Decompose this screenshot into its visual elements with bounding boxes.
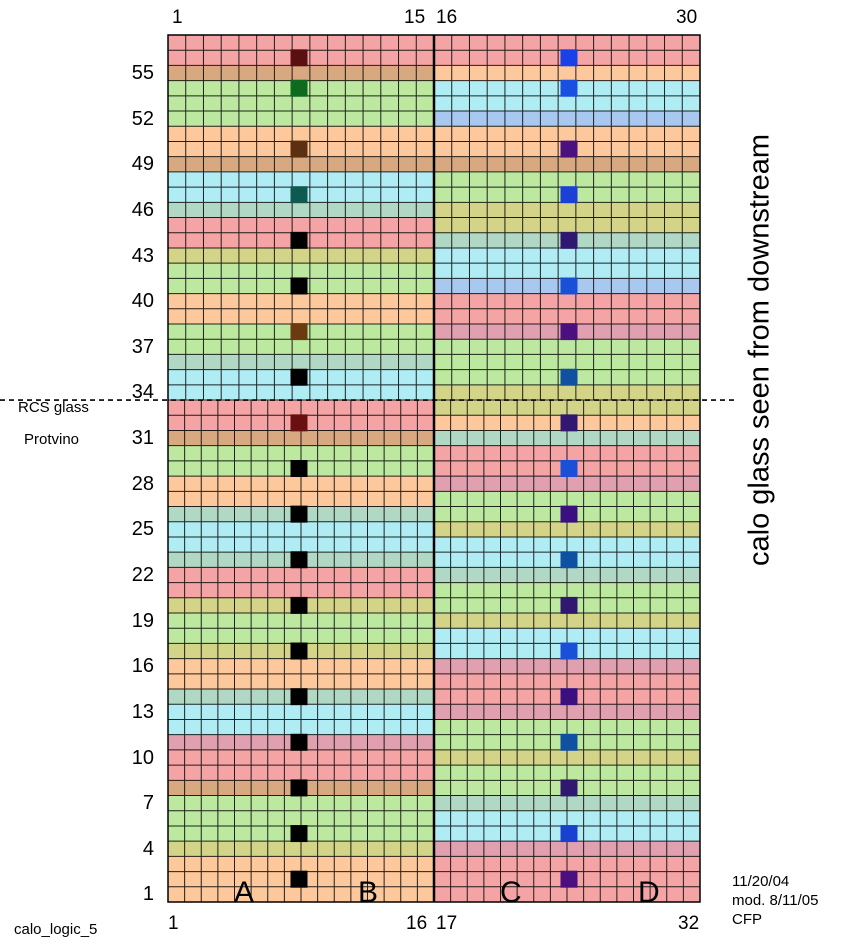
row-label: 7: [142, 792, 154, 815]
bottom-col-label: 17: [436, 913, 458, 934]
left-marker: [290, 323, 308, 341]
row-label: 55: [131, 62, 154, 85]
right-marker: [560, 49, 578, 67]
right-band: [434, 111, 700, 127]
quadrant-label: A: [234, 876, 255, 909]
left-marker: [290, 231, 308, 249]
right-marker: [560, 414, 578, 432]
left-band: [168, 156, 434, 172]
left-marker: [290, 49, 308, 67]
row-label: 22: [131, 563, 154, 586]
row-label: 1: [142, 883, 154, 906]
row-label: 34: [131, 381, 154, 404]
right-band: [434, 156, 700, 172]
left-marker: [290, 551, 308, 569]
region-label-lower: Protvino: [24, 431, 80, 448]
row-label: 40: [131, 290, 154, 313]
right-marker: [560, 186, 578, 204]
right-marker: [560, 277, 578, 295]
left-band: [168, 202, 434, 218]
left-marker: [290, 186, 308, 204]
top-col-label: 1: [172, 7, 183, 28]
left-marker: [290, 779, 308, 797]
note-line: mod. 8/11/05: [732, 892, 819, 909]
diagram-title: calo glass seen from downstream: [743, 134, 776, 566]
left-marker: [290, 870, 308, 888]
left-marker: [290, 460, 308, 477]
right-marker: [560, 79, 578, 97]
left-band: [168, 247, 434, 264]
left-marker: [290, 414, 308, 432]
left-marker: [290, 277, 308, 295]
note-line: CFP: [732, 911, 762, 928]
note-line: 11/20/04: [732, 873, 790, 890]
quadrant-label: C: [500, 876, 522, 909]
top-col-label: 16: [436, 7, 458, 28]
top-col-label: 30: [676, 7, 698, 28]
row-label: 16: [131, 655, 154, 678]
row-label: 13: [131, 700, 154, 723]
row-label: 49: [131, 153, 154, 176]
region-label-upper: RCS glass: [18, 399, 89, 416]
right-marker: [560, 870, 578, 888]
bottom-col-label: 16: [406, 913, 428, 934]
right-marker: [560, 779, 578, 797]
right-marker: [560, 688, 578, 706]
grid-border: [167, 34, 701, 903]
right-band: [434, 65, 700, 81]
right-marker: [560, 642, 578, 660]
right-marker: [560, 231, 578, 249]
row-label: 25: [131, 518, 154, 541]
right-marker: [560, 368, 578, 386]
left-marker: [290, 642, 308, 660]
row-label: 52: [131, 107, 154, 130]
figure-id: calo_logic_5: [14, 921, 98, 938]
left-band: [168, 65, 434, 81]
quadrant-label: B: [358, 876, 379, 909]
left-marker: [290, 505, 308, 523]
right-marker: [560, 460, 578, 477]
left-marker: [290, 688, 308, 706]
right-marker: [560, 140, 578, 158]
left-band: [168, 354, 434, 370]
row-label: 19: [131, 609, 154, 632]
left-marker: [290, 825, 308, 843]
right-marker: [560, 323, 578, 341]
right-marker: [560, 505, 578, 523]
left-band: [168, 111, 434, 127]
row-label: 46: [131, 198, 154, 221]
left-marker: [290, 368, 308, 386]
bottom-col-label: 1: [168, 913, 179, 934]
right-marker: [560, 825, 578, 843]
top-col-label: 15: [404, 7, 426, 28]
left-marker: [290, 596, 308, 614]
row-label: 43: [131, 244, 154, 267]
left-marker: [290, 733, 308, 751]
left-marker: [290, 140, 308, 158]
right-marker: [560, 596, 578, 614]
right-marker: [560, 551, 578, 569]
row-label: 37: [131, 335, 154, 358]
row-label: 28: [131, 472, 154, 495]
right-marker: [560, 733, 578, 751]
row-label: 4: [142, 837, 154, 860]
quadrant-label: D: [638, 876, 660, 909]
left-marker: [290, 79, 308, 97]
row-label: 31: [131, 427, 154, 450]
row-label: 10: [131, 746, 154, 769]
bottom-col-label: 32: [678, 913, 700, 934]
